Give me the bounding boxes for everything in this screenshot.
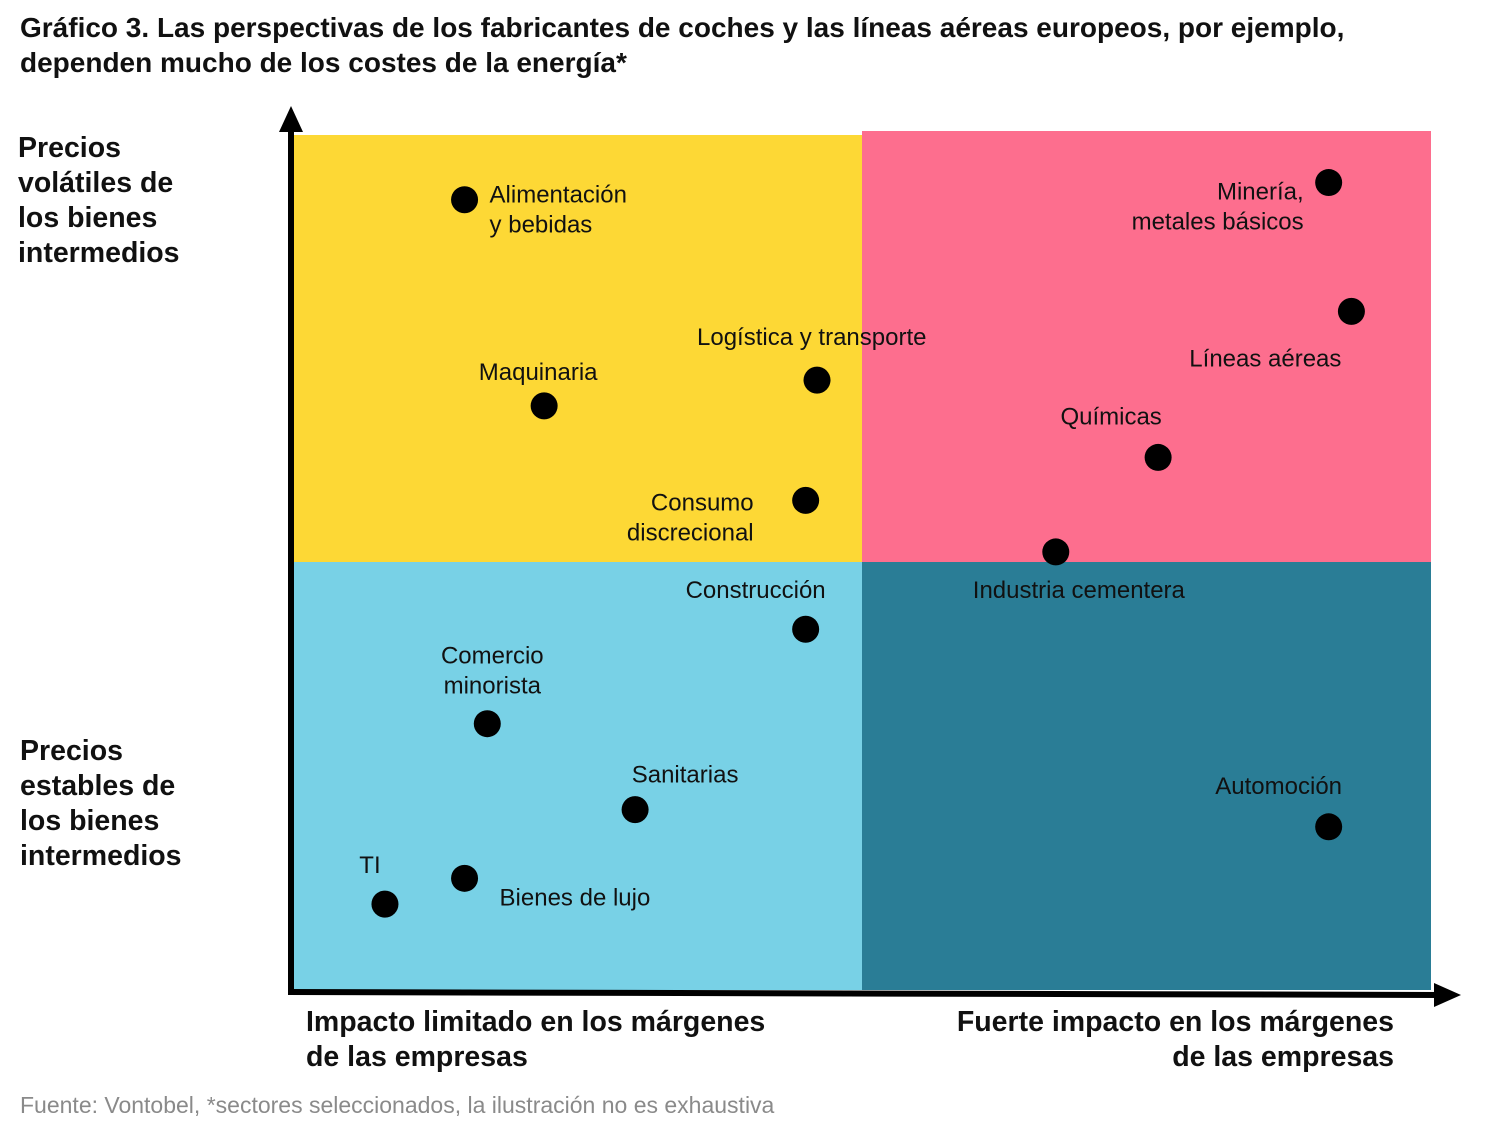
sector-points: Alimentación y bebidas Maquinaria Logística…	[359, 169, 1365, 918]
sector-point	[792, 486, 820, 514]
sector-label: Bienes de lujo	[500, 884, 651, 911]
y-axis-bottom-label-line: Precios	[20, 735, 123, 767]
sector-label-line: Minería,	[1217, 179, 1304, 206]
sector-label: Comercio minorista	[441, 643, 544, 700]
sector-label-line: Comercio	[441, 643, 544, 670]
y-axis-top-label: Precios volátiles de los bienes intermed…	[18, 131, 180, 271]
sector-label: Industria cementera	[973, 577, 1186, 604]
sector-label-line: discrecional	[627, 519, 754, 546]
sector-label: TI	[359, 852, 380, 879]
x-axis-right-label-line: Fuerte impacto en los márgenes	[956, 1006, 1394, 1038]
sector-label-line: y bebidas	[490, 212, 593, 239]
y-axis-top-label-line: Precios	[18, 132, 121, 164]
y-axis-bottom-label-line: intermedios	[20, 840, 182, 872]
y-axis-bottom-label: Precios estables de los bienes intermedi…	[20, 734, 182, 874]
x-axis-arrow-icon	[1434, 983, 1461, 1007]
sector-point	[371, 890, 399, 918]
x-axis-right-label-line: de las empresas	[1172, 1041, 1394, 1073]
sector-label-line: Automoción	[1215, 773, 1342, 800]
sector-point	[473, 710, 501, 738]
sector-point	[1337, 297, 1365, 325]
chart-title-line-1: Gráfico 3. Las perspectivas de los fabri…	[20, 12, 1345, 43]
quadrant-bottom-left	[294, 562, 862, 990]
sector-label-line: Construcción	[686, 577, 826, 604]
sector-label: Alimentación y bebidas	[490, 182, 627, 239]
sector-label: Químicas	[1060, 403, 1161, 430]
x-axis-line	[287, 989, 1441, 998]
sector-point	[792, 615, 820, 643]
sector-point	[451, 864, 479, 892]
sector-label-line: metales básicos	[1132, 209, 1304, 236]
sector-point	[1315, 169, 1343, 197]
quadrant-bottom-right	[862, 562, 1431, 990]
sector-label-line: Maquinaria	[479, 359, 598, 386]
quadrant-top-right	[862, 131, 1431, 562]
y-axis-top-label-line: los bienes	[18, 202, 158, 234]
sector-point	[621, 796, 649, 824]
y-axis-top-label-line: intermedios	[18, 237, 180, 269]
sector-label-line: Industria cementera	[973, 577, 1186, 604]
sector-label-line: Consumo	[651, 489, 754, 516]
sector-label: Minería, metales básicos	[1132, 179, 1304, 236]
sector-label-line: Bienes de lujo	[500, 884, 651, 911]
sector-label-line: Sanitarias	[632, 762, 739, 789]
y-axis-top-label-line: volátiles de	[18, 167, 174, 199]
sector-label: Logística y transporte	[697, 324, 926, 351]
chart-title: Gráfico 3. Las perspectivas de los fabri…	[20, 10, 1490, 80]
sector-label-line: minorista	[444, 673, 542, 700]
sector-point	[1315, 813, 1343, 841]
sector-label: Automoción	[1215, 773, 1342, 800]
sector-label-line: Químicas	[1060, 403, 1161, 430]
x-axis-left-label-line: Impacto limitado en los márgenes	[306, 1006, 766, 1038]
sector-label-line: Alimentación	[490, 182, 627, 209]
sector-label-line: Líneas aéreas	[1189, 345, 1341, 372]
sector-label: Construcción	[686, 577, 826, 604]
x-axis-left-label: Impacto limitado en los márgenes de las …	[306, 1005, 765, 1075]
sector-label: Líneas aéreas	[1189, 345, 1341, 372]
chart-title-line-2: dependen mucho de los costes de la energ…	[20, 47, 627, 78]
sector-point	[1144, 443, 1172, 471]
y-axis-bottom-label-line: los bienes	[20, 805, 160, 837]
sector-point	[1042, 538, 1070, 566]
sector-label: Consumo discrecional	[627, 489, 754, 546]
y-axis-bottom-label-line: estables de	[20, 770, 176, 802]
sector-label-line: Logística y transporte	[697, 324, 926, 351]
source-footnote: Fuente: Vontobel, *sectores seleccionado…	[20, 1092, 775, 1118]
quadrant-top-left	[294, 135, 862, 562]
x-axis-right-label: Fuerte impacto en los márgenes de las em…	[957, 1005, 1394, 1075]
sector-point	[451, 186, 479, 214]
sector-point	[530, 392, 558, 420]
sector-label-line: TI	[359, 852, 380, 879]
y-axis-arrow-icon	[279, 106, 303, 132]
x-axis-left-label-line: de las empresas	[306, 1041, 528, 1073]
sector-label: Sanitarias	[632, 762, 739, 789]
sector-point	[803, 366, 831, 394]
sector-label: Maquinaria	[479, 359, 598, 386]
